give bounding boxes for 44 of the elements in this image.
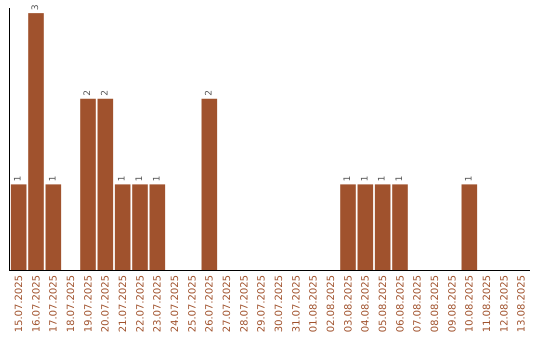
x-tick-label: 15.07.2025 — [14, 275, 25, 332]
data-label: 1 — [152, 176, 162, 182]
x-tick-label: 07.08.2025 — [412, 275, 424, 332]
x-tick-label: 10.08.2025 — [464, 275, 476, 332]
data-label: 2 — [83, 90, 93, 96]
x-tick-label: 11.08.2025 — [482, 275, 493, 332]
x-tick-label: 28.07.2025 — [239, 275, 250, 332]
x-tick-label: 24.07.2025 — [170, 275, 181, 332]
data-label: 1 — [360, 176, 370, 182]
x-tick-label: 27.07.2025 — [222, 275, 233, 332]
x-tick-label: 30.07.2025 — [274, 275, 285, 332]
x-tick-label: 31.07.2025 — [291, 275, 302, 332]
x-tick-label: 06.08.2025 — [395, 275, 406, 332]
x-tick-label: 09.08.2025 — [447, 275, 458, 332]
x-tick-label: 04.08.2025 — [360, 275, 372, 332]
data-label: 2 — [204, 90, 214, 96]
data-label: 2 — [100, 90, 110, 96]
x-tick-label: 17.07.2025 — [48, 275, 60, 332]
x-tick-label: 12.08.2025 — [499, 275, 510, 332]
x-tick-label: 03.08.2025 — [343, 275, 354, 332]
x-tick-label: 19.07.2025 — [83, 275, 94, 332]
data-label: 1 — [378, 176, 388, 182]
x-tick-label: 01.08.2025 — [308, 275, 320, 332]
x-tick-label: 20.07.2025 — [100, 275, 112, 332]
x-tick-label: 02.08.2025 — [326, 275, 337, 332]
x-tick-label: 22.07.2025 — [135, 275, 146, 332]
x-tick-label: 16.07.2025 — [31, 275, 42, 332]
x-tick-label: 25.07.2025 — [187, 275, 198, 332]
x-tick-label: 29.07.2025 — [256, 275, 268, 332]
data-label: 1 — [118, 176, 128, 182]
x-tick-label: 26.07.2025 — [204, 275, 216, 332]
data-label: 1 — [395, 176, 405, 182]
x-tick-label: 08.08.2025 — [430, 275, 441, 332]
data-label: 1 — [48, 176, 58, 182]
data-label: 1 — [343, 176, 353, 182]
x-tick-label: 23.07.2025 — [152, 275, 164, 332]
data-label: 1 — [14, 176, 24, 182]
x-tick-label: 05.08.2025 — [378, 275, 389, 332]
x-tick-label: 13.08.2025 — [516, 275, 528, 332]
data-label: 3 — [31, 4, 41, 10]
data-label: 1 — [135, 176, 145, 182]
data-label: 1 — [464, 176, 474, 182]
x-tick-label: 21.07.2025 — [118, 275, 129, 332]
x-tick-label: 18.07.2025 — [66, 275, 77, 332]
